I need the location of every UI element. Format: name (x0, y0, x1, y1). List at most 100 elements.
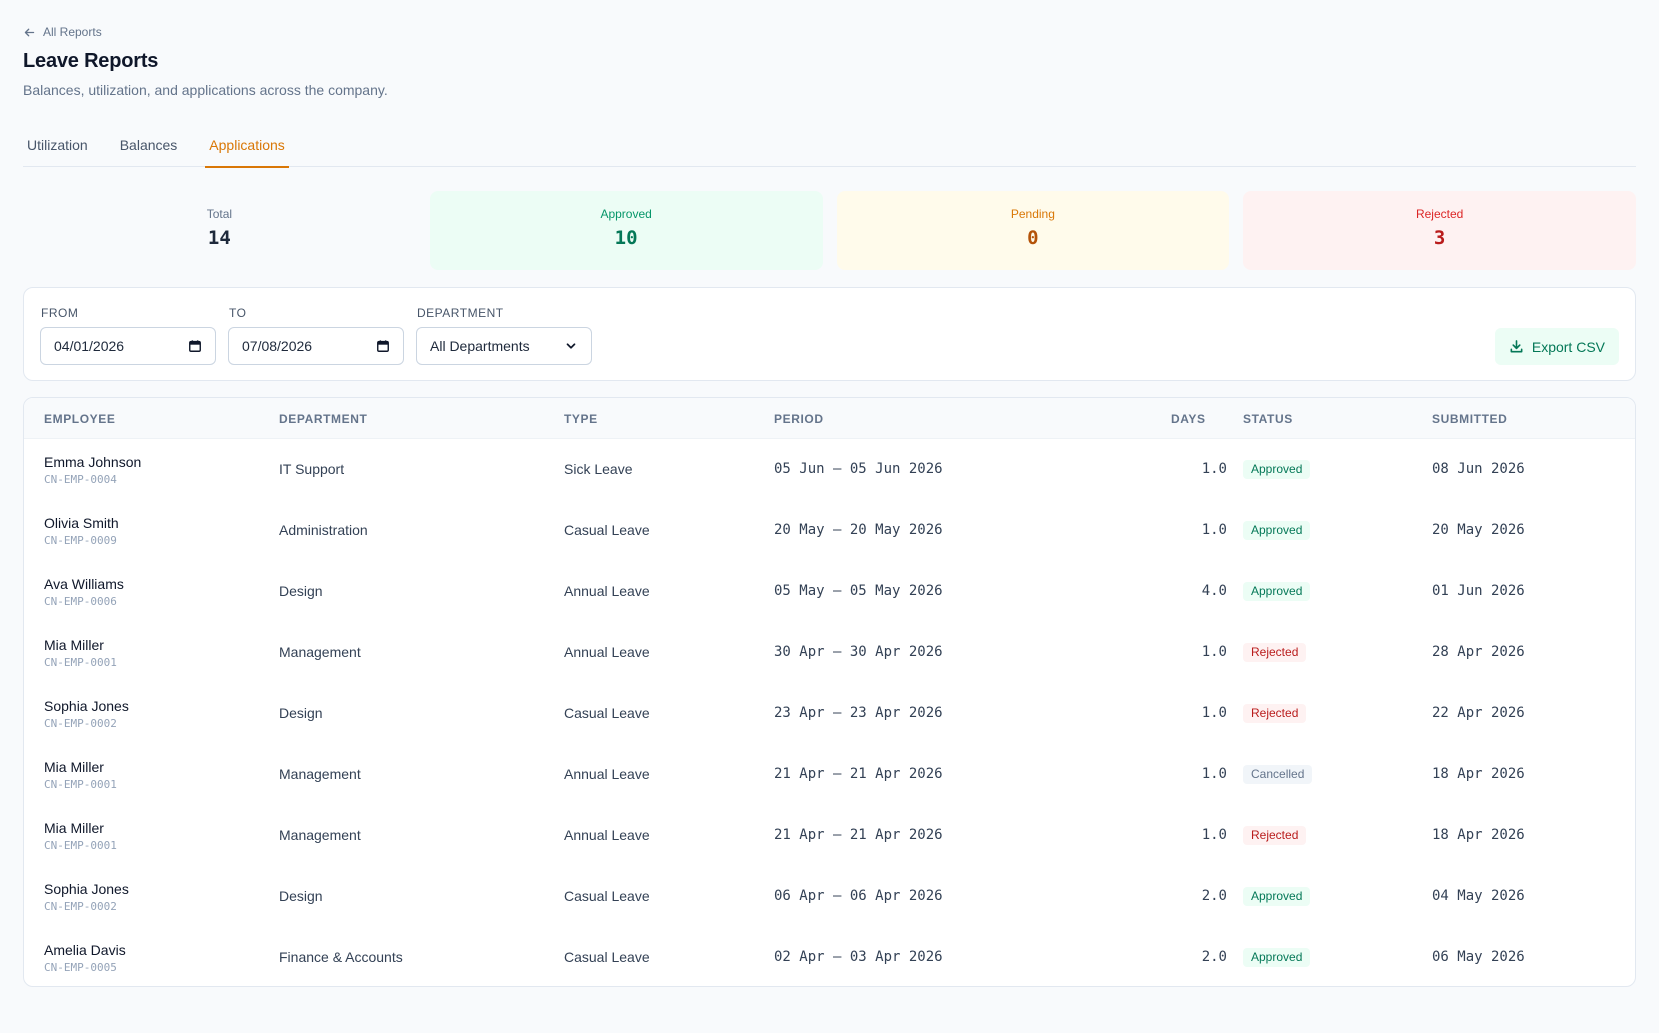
table-row[interactable]: Sophia Jones CN-EMP-0002 Design Casual Leav… (24, 683, 1635, 744)
stat-approved-label: Approved (600, 207, 652, 221)
filter-panel: FROM 04/01/2026 TO 07/08/2026 DEPARTMENT… (23, 287, 1636, 381)
department-cell: Management (279, 766, 361, 782)
submitted-cell: 20 May 2026 (1432, 522, 1525, 538)
table-row[interactable]: Mia Miller CN-EMP-0001 Management Annual Le… (24, 805, 1635, 866)
department-cell: Management (279, 644, 361, 660)
tab-bar: Utilization Balances Applications (23, 126, 1636, 168)
header-employee: EMPLOYEE (44, 412, 116, 426)
department-cell: Design (279, 583, 323, 599)
days-cell: 1.0 (1201, 827, 1227, 843)
page-subtitle: Balances, utilization, and applications … (23, 82, 388, 98)
department-cell: IT Support (279, 461, 345, 477)
department-cell: Finance & Accounts (279, 949, 403, 965)
table-row[interactable]: Mia Miller CN-EMP-0001 Management Annual Le… (24, 622, 1635, 683)
tab-balances[interactable]: Balances (119, 137, 178, 153)
employee-name: Mia Miller (44, 759, 104, 775)
employee-name: Amelia Davis (44, 942, 126, 958)
to-date-value: 07/08/2026 (242, 338, 313, 354)
stat-total-value: 14 (207, 227, 231, 249)
back-link[interactable]: All Reports (23, 25, 102, 39)
employee-name: Mia Miller (44, 820, 104, 836)
days-cell: 1.0 (1201, 522, 1227, 538)
back-link-label: All Reports (43, 25, 102, 39)
table-row[interactable]: Olivia Smith CN-EMP-0009 Administration Cas… (24, 500, 1635, 561)
department-cell: Design (279, 705, 323, 721)
from-date-input[interactable]: 04/01/2026 (40, 327, 216, 365)
period-cell: 05 Jun – 05 Jun 2026 (774, 461, 943, 477)
stat-pending-label: Pending (1010, 207, 1055, 221)
department-select[interactable]: All Departments (416, 327, 592, 365)
table-row[interactable]: Amelia Davis CN-EMP-0005 Finance & Account… (24, 927, 1635, 986)
chevron-down-icon (566, 343, 576, 349)
stat-pending: Pending 0 (836, 191, 1230, 270)
period-cell: 06 Apr – 06 Apr 2026 (774, 888, 943, 904)
table-body: Emma Johnson CN-EMP-0004 IT Support Sick Le… (24, 439, 1635, 986)
status-badge: Rejected (1243, 704, 1307, 723)
leave-type-cell: Casual Leave (564, 949, 650, 965)
status-badge: Approved (1243, 582, 1311, 601)
page-title: Leave Reports (23, 50, 159, 72)
export-csv-button[interactable]: Export CSV (1494, 328, 1619, 365)
employee-id: CN-EMP-0001 (44, 656, 117, 669)
header-status: STATUS (1243, 412, 1293, 426)
header-period: PERIOD (774, 412, 824, 426)
submitted-cell: 22 Apr 2026 (1432, 705, 1525, 721)
stat-rejected-label: Rejected (1415, 207, 1464, 221)
employee-id: CN-EMP-0002 (44, 900, 117, 913)
period-cell: 21 Apr – 21 Apr 2026 (774, 766, 943, 782)
department-cell: Management (279, 827, 361, 843)
from-date-value: 04/01/2026 (54, 338, 125, 354)
department-select-value: All Departments (430, 338, 530, 354)
employee-name: Sophia Jones (44, 881, 129, 897)
tab-utilization[interactable]: Utilization (27, 137, 88, 153)
to-date-input[interactable]: 07/08/2026 (228, 327, 404, 365)
submitted-cell: 06 May 2026 (1432, 949, 1525, 965)
status-badge: Rejected (1243, 643, 1307, 662)
status-badge: Approved (1243, 521, 1311, 540)
table-row[interactable]: Ava Williams CN-EMP-0006 Design Annual Leav… (24, 561, 1635, 622)
header-department: DEPARTMENT (279, 412, 368, 426)
stat-approved-value: 10 (614, 227, 638, 249)
status-badge: Approved (1243, 887, 1311, 906)
employee-id: CN-EMP-0002 (44, 717, 117, 730)
period-cell: 05 May – 05 May 2026 (774, 583, 943, 599)
employee-id: CN-EMP-0001 (44, 778, 117, 791)
department-filter: DEPARTMENT All Departments (416, 306, 592, 365)
employee-name: Ava Williams (44, 576, 124, 592)
download-icon (1510, 340, 1523, 353)
days-cell: 1.0 (1201, 705, 1227, 721)
department-cell: Design (279, 888, 323, 904)
submitted-cell: 18 Apr 2026 (1432, 766, 1525, 782)
stat-rejected-value: 3 (1433, 227, 1446, 249)
stat-approved: Approved 10 (429, 191, 823, 270)
table-row[interactable]: Emma Johnson CN-EMP-0004 IT Support Sick Le… (24, 439, 1635, 500)
employee-id: CN-EMP-0009 (44, 534, 117, 547)
table-row[interactable]: Sophia Jones CN-EMP-0002 Design Casual Leav… (24, 866, 1635, 927)
status-badge: Cancelled (1243, 765, 1313, 784)
status-badge: Rejected (1243, 826, 1307, 845)
employee-id: CN-EMP-0001 (44, 839, 117, 852)
status-badge: Approved (1243, 948, 1311, 967)
calendar-icon (189, 340, 201, 352)
employee-name: Sophia Jones (44, 698, 129, 714)
to-filter: TO 07/08/2026 (228, 306, 404, 365)
applications-table: EMPLOYEE DEPARTMENT TYPE PERIOD DAYS STA… (23, 397, 1636, 987)
period-cell: 30 Apr – 30 Apr 2026 (774, 644, 943, 660)
stat-pending-value: 0 (1027, 227, 1039, 249)
days-cell: 1.0 (1201, 766, 1227, 782)
days-cell: 4.0 (1201, 583, 1227, 599)
submitted-cell: 04 May 2026 (1432, 888, 1525, 904)
days-cell: 2.0 (1201, 949, 1227, 965)
leave-type-cell: Casual Leave (564, 888, 650, 904)
header-days: DAYS (1171, 412, 1206, 426)
header-submitted: SUBMITTED (1432, 412, 1508, 426)
leave-type-cell: Annual Leave (564, 644, 650, 660)
tab-applications[interactable]: Applications (205, 126, 289, 168)
period-cell: 20 May – 20 May 2026 (774, 522, 943, 538)
from-label: FROM (41, 306, 79, 320)
employee-id: CN-EMP-0004 (44, 473, 117, 486)
header-type: TYPE (564, 412, 598, 426)
submitted-cell: 18 Apr 2026 (1432, 827, 1525, 843)
table-row[interactable]: Mia Miller CN-EMP-0001 Management Annual Le… (24, 744, 1635, 805)
